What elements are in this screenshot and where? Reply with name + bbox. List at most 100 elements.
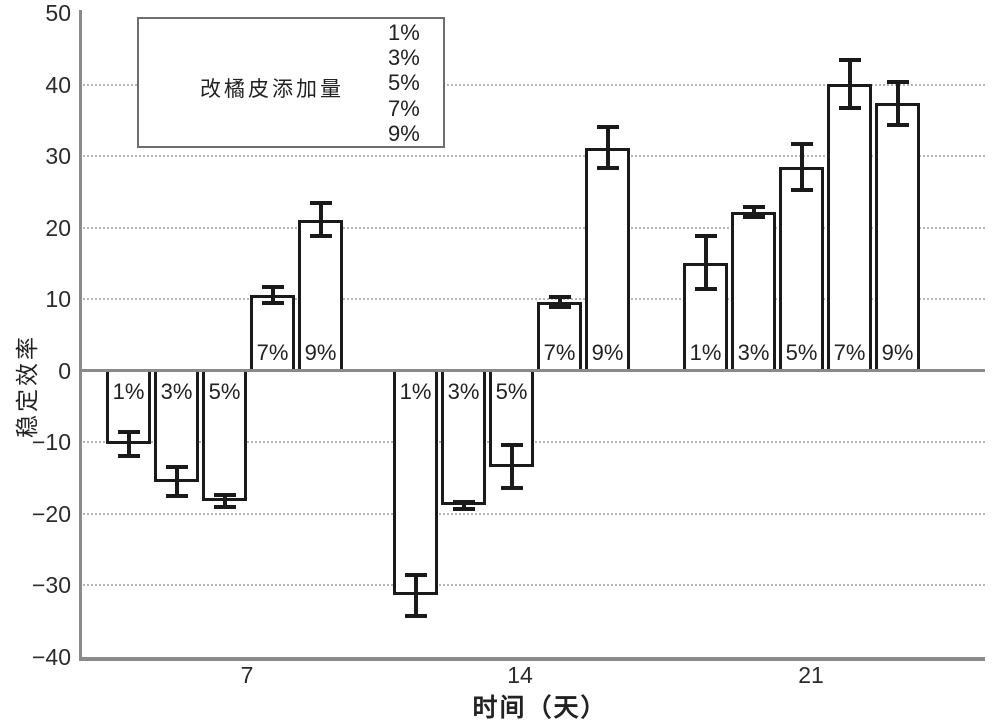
- error-bar-line: [751, 206, 756, 217]
- bar-label: 9%: [304, 339, 337, 365]
- y-tick-label: −30: [31, 572, 71, 599]
- bar-label: 3%: [737, 339, 770, 365]
- error-bar-line: [270, 287, 275, 303]
- error-bar-line: [318, 203, 323, 237]
- y-tick-label: 20: [45, 214, 71, 241]
- error-bar-cap-bottom: [838, 106, 861, 111]
- y-grid-line: [80, 83, 985, 86]
- legend-entries: 1% 3% 5% 7% 9%: [388, 20, 420, 146]
- bar-label: 9%: [591, 339, 624, 365]
- legend-entry: 3%: [388, 45, 420, 71]
- legend-entry: 1%: [388, 20, 420, 45]
- y-tick-label: −40: [31, 644, 71, 670]
- error-bar-cap-top: [596, 125, 619, 130]
- error-bar-cap-bottom: [596, 165, 619, 170]
- x-axis-title: 时间（天）: [472, 694, 608, 722]
- error-bar-cap-top: [886, 79, 909, 84]
- y-tick-label: 50: [45, 0, 71, 26]
- error-bar-cap-bottom: [548, 305, 571, 310]
- bar-label: 5%: [785, 339, 818, 365]
- error-bar-line: [222, 495, 227, 507]
- bar-label: 7%: [833, 339, 866, 365]
- error-bar-cap-bottom: [404, 614, 427, 619]
- error-bar-line: [509, 445, 514, 489]
- error-bar-cap-bottom: [790, 187, 813, 192]
- error-bar-line: [557, 297, 562, 308]
- y-grid-line: [80, 512, 985, 515]
- y-axis-line: [79, 10, 82, 660]
- error-bar-line: [461, 501, 466, 509]
- y-axis-title: 稳定效率: [14, 334, 40, 438]
- y-grid-line: [80, 298, 985, 301]
- bar: [827, 83, 872, 371]
- legend-entry: 7%: [388, 95, 420, 121]
- bar: [298, 219, 343, 371]
- error-bar-cap-bottom: [117, 453, 140, 458]
- error-bar-cap-bottom: [309, 234, 332, 239]
- error-bar-line: [895, 81, 900, 125]
- error-bar-cap-top: [838, 57, 861, 62]
- error-bar-cap-bottom: [213, 504, 236, 509]
- bar-label: 7%: [543, 339, 576, 365]
- bar-label: 5%: [208, 378, 241, 404]
- bar: [202, 370, 247, 501]
- y-grid-line: [80, 226, 985, 229]
- legend-title: 改橘皮添加量: [200, 78, 344, 101]
- error-bar-cap-top: [404, 572, 427, 577]
- error-bar-cap-top: [694, 234, 717, 239]
- y-tick-label: 10: [45, 286, 71, 313]
- error-bar-cap-top: [548, 295, 571, 300]
- zero-line: [80, 369, 985, 373]
- legend: 改橘皮添加量 1% 3% 5% 7% 9%: [137, 17, 445, 148]
- bar-label: 5%: [495, 378, 528, 404]
- x-axis-line: [79, 657, 985, 661]
- bar-label: 7%: [256, 339, 289, 365]
- bar: [441, 370, 486, 506]
- bar: [393, 370, 438, 596]
- error-bar-line: [703, 236, 708, 290]
- error-bar-cap-top: [165, 465, 188, 470]
- y-tick-label: 0: [58, 357, 71, 384]
- bar-label: 1%: [689, 339, 722, 365]
- x-tick-label: 14: [507, 662, 533, 688]
- error-bar-line: [413, 574, 418, 617]
- error-bar-cap-top: [117, 429, 140, 434]
- error-bar-cap-top: [213, 493, 236, 498]
- y-tick-label: −20: [31, 500, 71, 527]
- error-bar-cap-bottom: [452, 506, 475, 511]
- y-tick-label: 30: [45, 143, 71, 170]
- error-bar-cap-bottom: [261, 300, 284, 305]
- y-grid-line: [80, 155, 985, 158]
- bar: [779, 166, 824, 371]
- error-bar-cap-top: [452, 499, 475, 504]
- bar: [537, 302, 582, 371]
- error-bar-cap-top: [309, 201, 332, 206]
- y-tick-label: 40: [45, 71, 71, 98]
- bar: [585, 147, 630, 371]
- legend-entry: 5%: [388, 70, 420, 96]
- error-bar-line: [174, 467, 179, 496]
- error-bar-line: [605, 127, 610, 168]
- bar-label: 9%: [881, 339, 914, 365]
- bar: [875, 103, 920, 371]
- bar: [731, 211, 776, 371]
- error-bar-line: [847, 59, 852, 109]
- error-bar-cap-top: [790, 141, 813, 146]
- error-bar-line: [799, 143, 804, 190]
- error-bar-cap-bottom: [694, 287, 717, 292]
- y-tick-label: −10: [31, 429, 71, 456]
- error-bar-cap-bottom: [742, 214, 765, 219]
- x-tick-label: 21: [798, 662, 824, 688]
- x-tick-label: 7: [240, 662, 254, 688]
- y-grid-line: [80, 584, 985, 587]
- bar-label: 1%: [399, 378, 432, 404]
- bar-label: 1%: [112, 378, 145, 404]
- error-bar-cap-bottom: [886, 122, 909, 127]
- error-bar-cap-top: [742, 204, 765, 209]
- error-bar-cap-bottom: [500, 486, 523, 491]
- error-bar-cap-top: [500, 443, 523, 448]
- error-bar-cap-top: [261, 285, 284, 290]
- bar: [250, 294, 295, 371]
